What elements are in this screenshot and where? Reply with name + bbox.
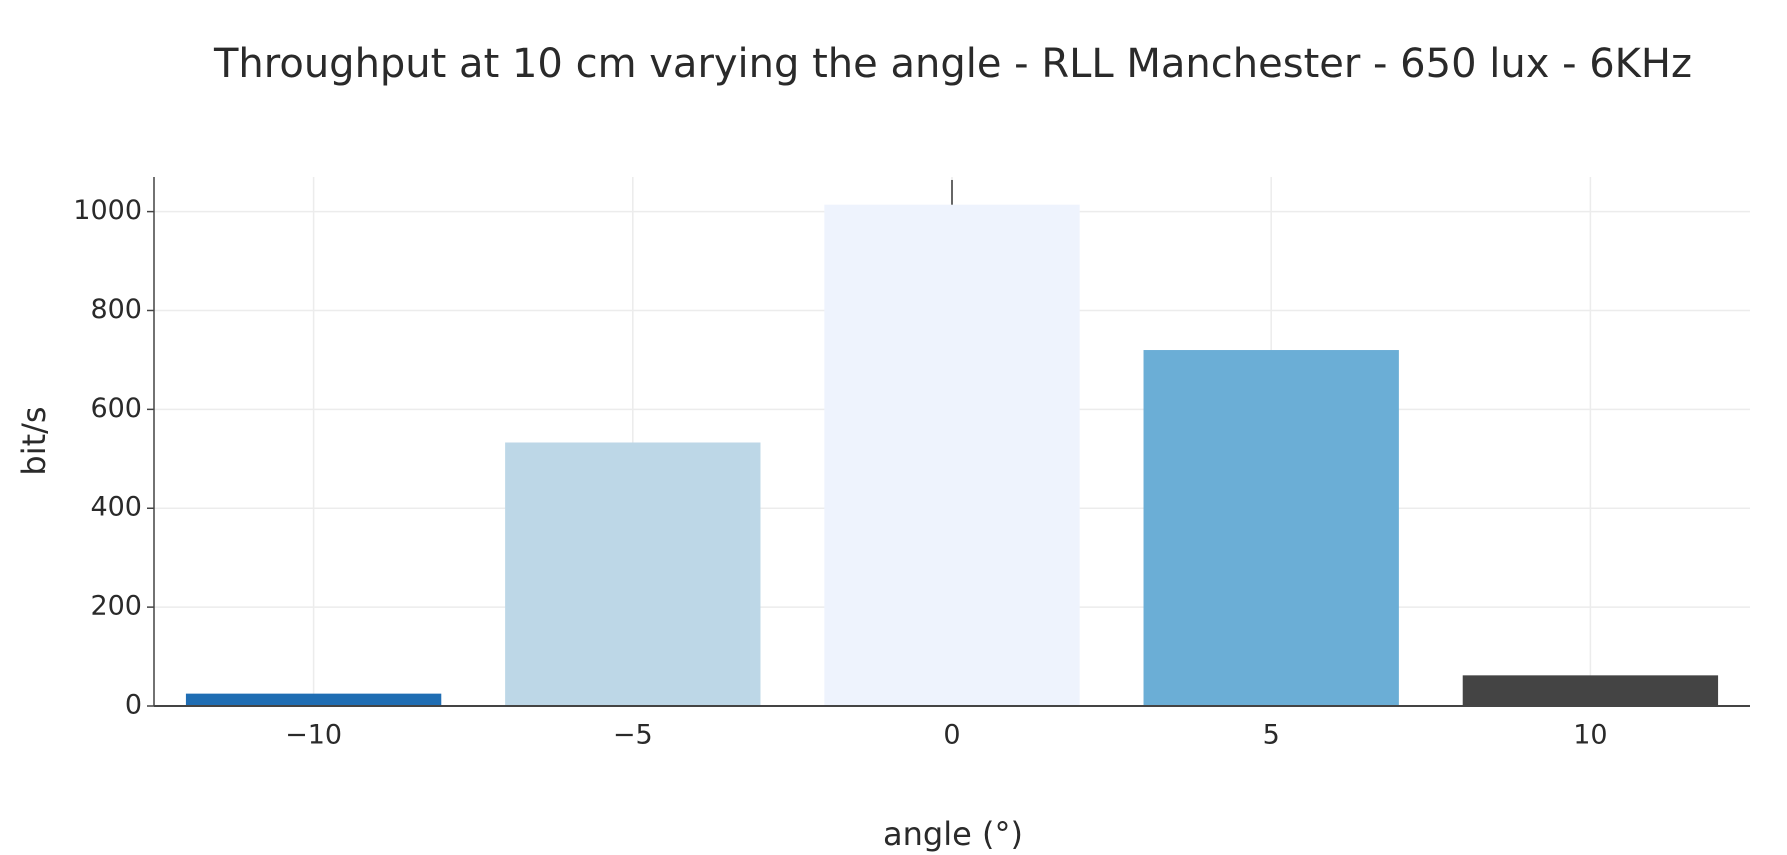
y-axis-title: bit/s [15, 406, 53, 475]
chart-title: Throughput at 10 cm varying the angle - … [213, 41, 1692, 87]
x-tick-label: 0 [943, 720, 960, 751]
bar [824, 204, 1080, 706]
x-tick-label: −10 [285, 720, 342, 751]
y-tick-label: 1000 [73, 195, 142, 226]
x-tick-label: 5 [1263, 720, 1280, 751]
bar [505, 442, 761, 706]
bar [1462, 675, 1719, 706]
x-axis-title: angle (°) [883, 815, 1023, 853]
y-tick-label: 200 [90, 591, 142, 622]
y-tick-label: 0 [125, 690, 142, 721]
x-tick-label: 10 [1573, 720, 1607, 751]
bar [185, 693, 442, 706]
y-tick-label: 800 [90, 294, 142, 325]
x-tick-label: −5 [613, 720, 653, 751]
y-tick-label: 400 [90, 492, 142, 523]
y-tick-label: 600 [90, 393, 142, 424]
bar [1143, 350, 1399, 706]
